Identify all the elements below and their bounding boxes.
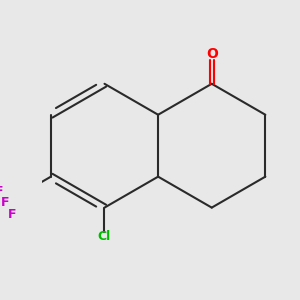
Text: F: F <box>1 196 10 209</box>
Text: O: O <box>206 47 218 61</box>
Text: F: F <box>8 208 16 220</box>
Text: F: F <box>0 185 3 198</box>
Text: Cl: Cl <box>98 230 111 243</box>
